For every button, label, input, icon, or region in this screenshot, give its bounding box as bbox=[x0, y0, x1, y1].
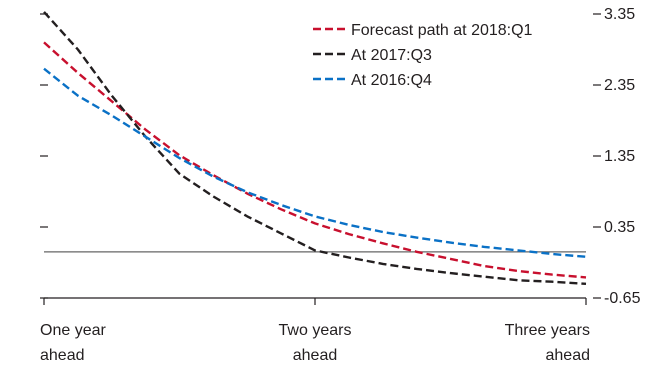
legend-label-2: At 2017:Q3 bbox=[351, 47, 432, 64]
x-axis-tick-label: One year ahead bbox=[40, 322, 106, 364]
series-line-3 bbox=[43, 67, 587, 258]
x-axis-tick-label: Two years ahead bbox=[279, 322, 352, 364]
right-y-axis-tick-label: 1.35 bbox=[604, 148, 635, 165]
legend-label-1: Forecast path at 2018:Q1 bbox=[351, 22, 533, 39]
chart-series bbox=[43, 11, 587, 285]
right-y-axis-tick-label: 3.35 bbox=[604, 6, 635, 23]
x-axis-tick-label: Three years ahead bbox=[505, 322, 590, 364]
legend-label-3: At 2016:Q4 bbox=[351, 72, 432, 89]
right-y-axis-tick-label: 2.35 bbox=[604, 77, 635, 94]
chart-axes: One year ahead Two years ahead Three years ah… bbox=[40, 6, 641, 364]
right-y-axis-tick-label: -0.65 bbox=[604, 290, 641, 307]
chart-legend: Forecast path at 2018:Q1 At 2017:Q3 At 201… bbox=[313, 22, 533, 89]
series-line-2 bbox=[43, 11, 587, 285]
right-y-axis-tick-label: 0.35 bbox=[604, 219, 635, 236]
series-line-1 bbox=[43, 41, 587, 279]
